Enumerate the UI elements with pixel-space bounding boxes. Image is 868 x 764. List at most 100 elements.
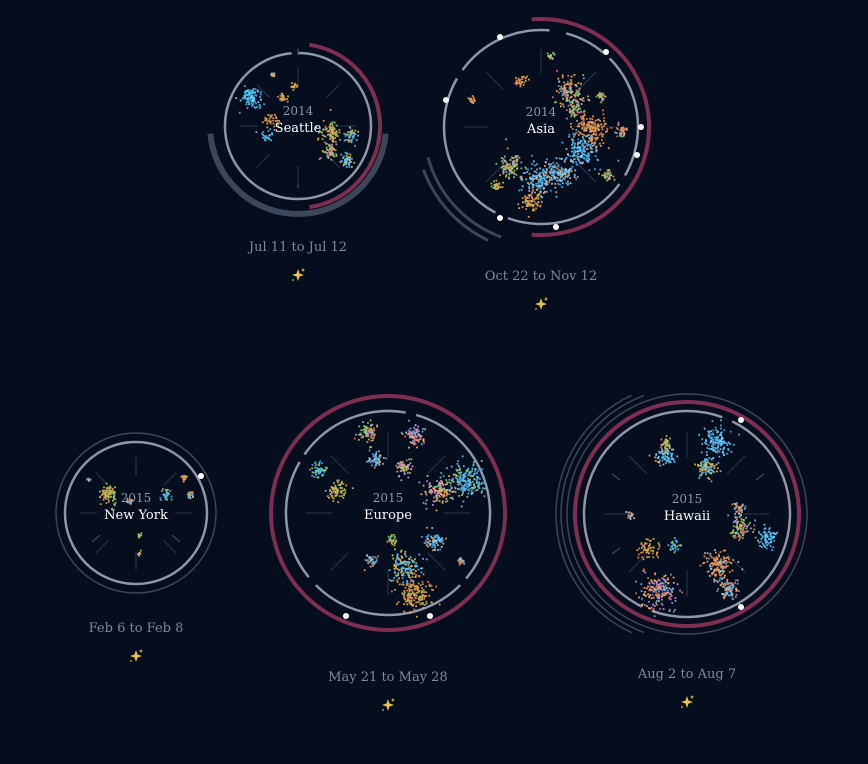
photo-dot <box>452 477 455 480</box>
photo-clusters <box>235 72 360 168</box>
photo-dot <box>162 494 165 497</box>
photo-dot <box>555 191 557 194</box>
main-ring-segment <box>582 409 723 608</box>
photo-dot <box>338 128 341 131</box>
photo-dot <box>526 182 529 184</box>
photo-dot <box>589 127 592 130</box>
photo-dot <box>524 197 527 200</box>
photo-dot <box>717 553 720 556</box>
photo-dot <box>718 450 721 453</box>
photo-dot <box>604 176 607 179</box>
sparkle-icon[interactable] <box>292 268 305 281</box>
photo-dot <box>409 556 412 559</box>
photo-dot <box>277 123 280 126</box>
photo-dot <box>441 490 444 492</box>
photo-dot <box>408 600 411 603</box>
photo-dot <box>753 524 756 527</box>
photo-dot <box>437 490 440 493</box>
photo-dot <box>400 466 402 469</box>
photo-dot <box>731 569 734 572</box>
photo-dot <box>520 177 523 179</box>
photo-dot <box>727 556 730 559</box>
photo-dot <box>666 586 668 589</box>
photo-dot <box>434 486 437 489</box>
photo-dot <box>736 523 738 526</box>
photo-dot <box>524 172 526 174</box>
photo-dot <box>712 429 715 432</box>
photo-dot <box>409 569 412 572</box>
photo-dot <box>656 587 659 589</box>
photo-dot <box>743 530 746 533</box>
photo-dot <box>438 494 441 497</box>
photo-dot <box>241 97 244 100</box>
photo-dot <box>341 160 343 162</box>
photo-dot <box>410 441 413 444</box>
photo-dot <box>438 482 440 485</box>
photo-dot <box>708 462 711 465</box>
photo-dot <box>564 86 567 89</box>
photo-dot <box>405 459 408 462</box>
photo-dot <box>354 144 356 147</box>
photo-dot <box>725 592 728 595</box>
sparkle-icon[interactable] <box>681 695 694 708</box>
photo-dot <box>464 489 467 491</box>
photo-dot <box>392 557 394 560</box>
photo-dot <box>722 571 725 574</box>
photo-dot <box>400 571 403 574</box>
photo-dot <box>607 178 610 180</box>
photo-dot <box>502 172 505 175</box>
marker-dot <box>603 49 609 55</box>
photo-dot <box>587 95 589 98</box>
photo-dot <box>271 114 273 117</box>
photo-dot <box>569 86 572 88</box>
photo-dot <box>338 495 341 498</box>
photo-dot <box>677 548 680 551</box>
sparkle-icon[interactable] <box>382 698 395 711</box>
photo-dot <box>753 528 756 531</box>
photo-dot <box>378 462 381 465</box>
photo-dot <box>451 496 454 499</box>
photo-dot <box>414 594 417 596</box>
photo-dot <box>362 421 364 423</box>
photo-dot <box>335 143 338 146</box>
photo-dot <box>541 196 544 199</box>
photo-dot <box>663 442 665 445</box>
photo-dot <box>517 77 520 80</box>
photo-dot <box>256 105 259 108</box>
photo-dot <box>713 562 716 565</box>
sparkle-icon[interactable] <box>535 297 548 310</box>
photo-dot <box>742 528 745 531</box>
photo-dot <box>731 584 734 587</box>
photo-dot <box>545 171 548 174</box>
photo-dot <box>582 111 585 113</box>
photo-dot <box>666 448 669 451</box>
photo-dot <box>412 568 415 571</box>
sparkle-icon[interactable] <box>130 649 143 662</box>
photo-dot <box>254 107 257 109</box>
photo-dot <box>329 490 331 492</box>
photo-dot <box>731 597 734 600</box>
photo-dot <box>581 142 584 145</box>
photo-dot <box>428 583 431 586</box>
photo-dot <box>680 544 682 547</box>
photo-dot <box>331 143 334 146</box>
photo-dot <box>423 597 426 600</box>
photo-dot <box>459 473 462 475</box>
photo-dot <box>411 465 414 468</box>
photo-dot <box>256 89 259 92</box>
photo-dot <box>729 587 732 590</box>
photo-dot <box>721 436 724 439</box>
photo-dot <box>321 138 324 141</box>
photo-dot <box>738 507 740 510</box>
photo-dot <box>580 155 583 158</box>
photo-dot <box>661 456 664 458</box>
photo-dot <box>573 114 576 117</box>
photo-dot <box>402 464 404 467</box>
photo-dot <box>722 447 725 450</box>
photo-dot <box>407 567 409 570</box>
